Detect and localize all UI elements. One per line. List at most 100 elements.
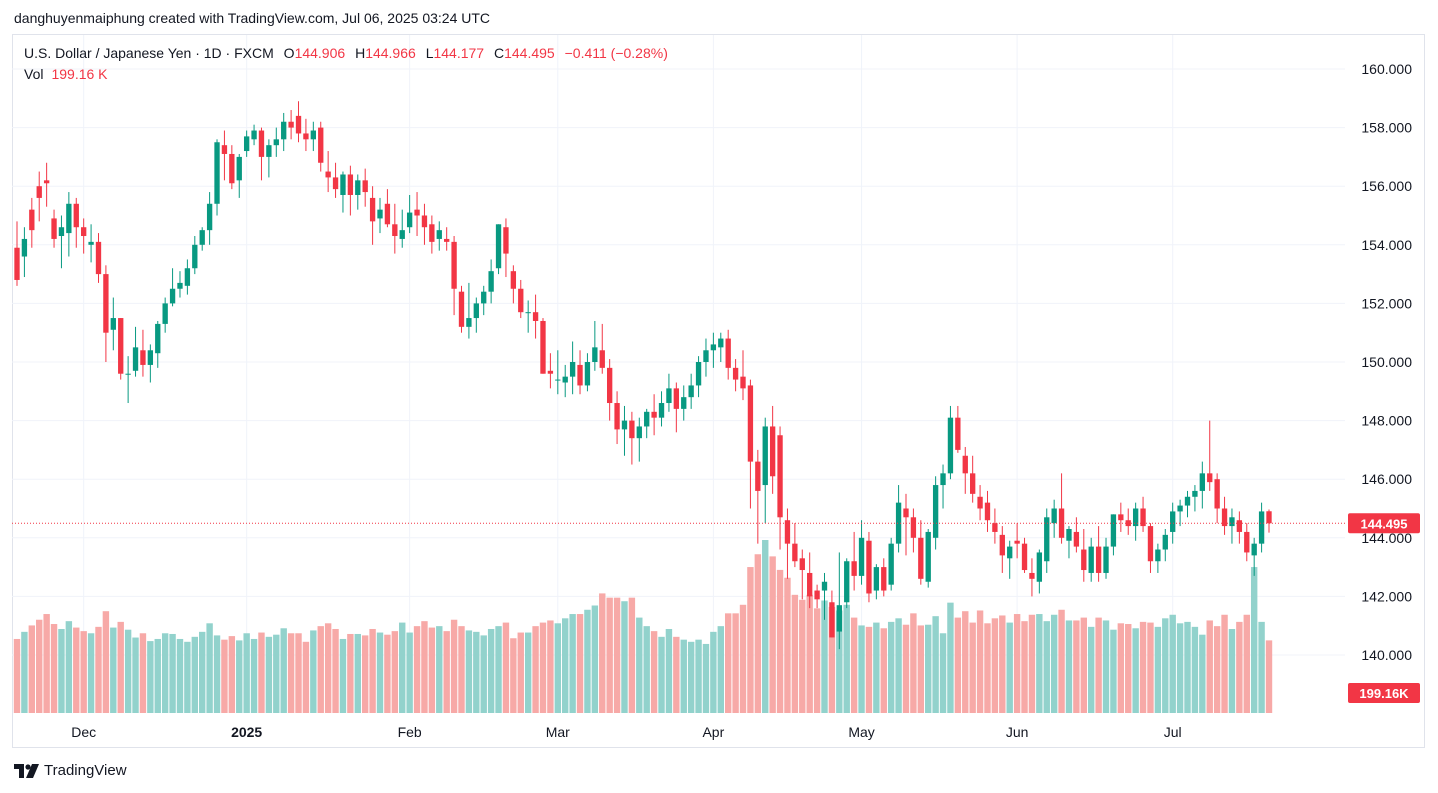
candle[interactable]	[636, 417, 642, 462]
candle[interactable]	[1058, 473, 1065, 544]
candle[interactable]	[970, 455, 976, 503]
candle[interactable]	[332, 162, 339, 198]
candle[interactable]	[718, 332, 724, 362]
candle[interactable]	[932, 476, 939, 550]
candle[interactable]	[1088, 537, 1094, 582]
candle[interactable]	[36, 171, 42, 222]
candle[interactable]	[1266, 509, 1272, 533]
candle[interactable]	[532, 294, 539, 339]
candle[interactable]	[606, 359, 613, 421]
candle[interactable]	[688, 373, 694, 409]
candle[interactable]	[295, 101, 302, 143]
candle[interactable]	[740, 350, 746, 401]
candle[interactable]	[1244, 523, 1250, 562]
candle[interactable]	[792, 523, 798, 568]
candle[interactable]	[673, 382, 680, 433]
candle[interactable]	[503, 218, 509, 278]
candle[interactable]	[414, 192, 420, 237]
candle[interactable]	[1177, 499, 1183, 527]
candle[interactable]	[273, 127, 279, 157]
candle[interactable]	[14, 221, 20, 286]
candle[interactable]	[110, 297, 116, 351]
candle[interactable]	[725, 329, 731, 380]
candle[interactable]	[940, 464, 946, 509]
candle[interactable]	[303, 118, 309, 152]
candle[interactable]	[1081, 529, 1087, 582]
candle[interactable]	[1170, 502, 1176, 544]
candle[interactable]	[177, 271, 183, 298]
candle[interactable]	[562, 364, 568, 398]
candle[interactable]	[695, 356, 702, 398]
candle[interactable]	[488, 259, 494, 304]
candle[interactable]	[81, 218, 87, 254]
candle[interactable]	[29, 197, 35, 248]
candle[interactable]	[95, 233, 102, 283]
candle[interactable]	[458, 285, 465, 333]
candle[interactable]	[1199, 461, 1205, 509]
candle[interactable]	[962, 446, 968, 494]
candle[interactable]	[992, 508, 998, 544]
candle[interactable]	[895, 485, 902, 553]
candle[interactable]	[1236, 511, 1243, 544]
symbol-title[interactable]: U.S. Dollar / Japanese Yen · 1D · FXCM	[24, 45, 274, 61]
candle[interactable]	[251, 124, 257, 146]
candle[interactable]	[1214, 473, 1220, 524]
candle[interactable]	[73, 197, 79, 248]
candle[interactable]	[1073, 517, 1080, 553]
candle[interactable]	[466, 282, 472, 339]
candle[interactable]	[525, 300, 531, 333]
candle[interactable]	[784, 508, 791, 579]
tradingview-logo[interactable]: TradingView	[14, 762, 127, 779]
candle[interactable]	[1066, 526, 1072, 559]
candle[interactable]	[777, 426, 783, 550]
candle[interactable]	[184, 259, 191, 295]
candle[interactable]	[155, 320, 161, 368]
candle[interactable]	[43, 162, 50, 207]
candle[interactable]	[999, 526, 1005, 573]
candle[interactable]	[1007, 540, 1013, 579]
candle[interactable]	[206, 192, 213, 245]
candle[interactable]	[288, 110, 294, 140]
candle[interactable]	[1162, 529, 1168, 562]
candle[interactable]	[621, 405, 628, 456]
candle[interactable]	[547, 353, 554, 389]
candle[interactable]	[1029, 558, 1035, 597]
candle[interactable]	[310, 121, 316, 152]
candle[interactable]	[1103, 537, 1109, 579]
candle[interactable]	[807, 552, 813, 609]
candle[interactable]	[836, 552, 842, 650]
candle[interactable]	[799, 549, 805, 600]
candle[interactable]	[1184, 490, 1191, 518]
candle[interactable]	[355, 174, 361, 210]
candle[interactable]	[814, 584, 820, 609]
candle[interactable]	[577, 350, 583, 395]
candle[interactable]	[1044, 508, 1050, 573]
candle[interactable]	[947, 405, 954, 480]
candle[interactable]	[569, 341, 576, 395]
candle[interactable]	[755, 449, 761, 544]
candle[interactable]	[340, 171, 346, 213]
candle[interactable]	[392, 203, 398, 254]
candle[interactable]	[1014, 523, 1020, 559]
candle[interactable]	[1207, 420, 1213, 491]
candle[interactable]	[829, 590, 835, 638]
candle[interactable]	[347, 165, 354, 216]
candle[interactable]	[858, 520, 865, 585]
candle[interactable]	[429, 215, 435, 254]
candle[interactable]	[214, 139, 220, 216]
candle[interactable]	[88, 224, 94, 263]
candle[interactable]	[66, 192, 72, 257]
candle[interactable]	[599, 323, 605, 374]
candle[interactable]	[229, 145, 235, 190]
candle[interactable]	[58, 215, 65, 269]
candle[interactable]	[406, 194, 413, 234]
candle[interactable]	[658, 391, 665, 427]
candle[interactable]	[103, 265, 109, 362]
candle[interactable]	[199, 227, 205, 251]
candle[interactable]	[495, 224, 502, 275]
candle[interactable]	[866, 531, 872, 603]
candle[interactable]	[1036, 549, 1043, 594]
candle[interactable]	[1132, 502, 1139, 541]
candle[interactable]	[518, 279, 524, 319]
candle[interactable]	[925, 529, 931, 588]
